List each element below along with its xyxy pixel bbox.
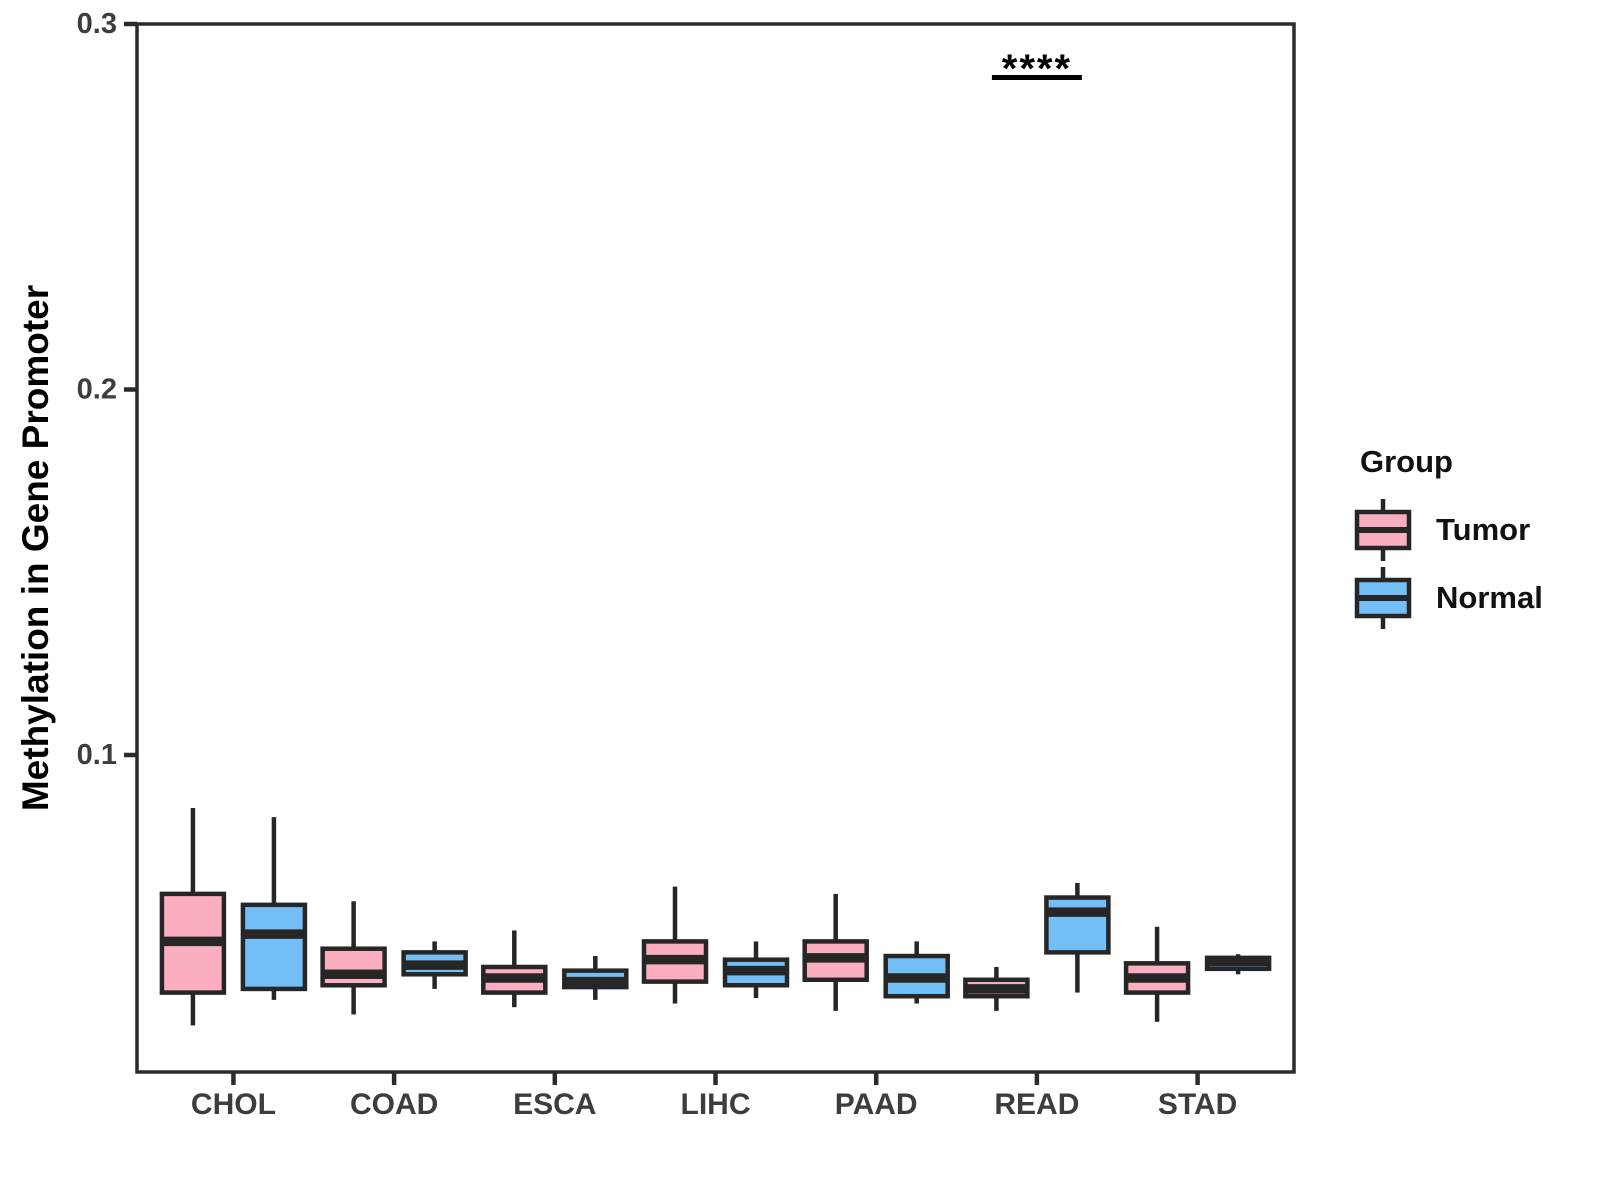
- y-axis-title: Methylation in Gene Promoter: [15, 284, 56, 812]
- x-tick-label-STAD: STAD: [1158, 1088, 1237, 1121]
- legend-label-normal: Normal: [1436, 580, 1543, 615]
- x-tick-label-ESCA: ESCA: [513, 1088, 596, 1121]
- legend-entry-normal: Normal: [1354, 564, 1594, 632]
- significance-stars-READ: ****: [1002, 47, 1072, 91]
- box-READ-Normal: [1044, 895, 1111, 955]
- panel-border: [135, 22, 1296, 1074]
- y-tick-label-0.2: 0.2: [77, 374, 117, 406]
- box-CHOL-Normal: [240, 902, 308, 992]
- legend-title: Group: [1360, 444, 1453, 479]
- legend-entry-tumor: Tumor: [1354, 496, 1594, 564]
- box-COAD-Tumor: [320, 946, 387, 988]
- x-tick-label-COAD: COAD: [350, 1088, 438, 1121]
- legend: Group Tumor Normal: [1354, 444, 1594, 632]
- x-tick-label-LIHC: LIHC: [681, 1088, 751, 1121]
- boxplot-key-icon: [1354, 499, 1412, 561]
- x-tick-label-CHOL: CHOL: [191, 1088, 276, 1121]
- x-tick-label-READ: READ: [994, 1088, 1079, 1121]
- y-tick-label-0.1: 0.1: [77, 739, 117, 771]
- y-tick-label-0.3: 0.3: [77, 8, 117, 40]
- legend-label-tumor: Tumor: [1436, 512, 1531, 547]
- x-tick-label-PAAD: PAAD: [835, 1088, 918, 1121]
- boxplot-key-icon: [1354, 567, 1412, 629]
